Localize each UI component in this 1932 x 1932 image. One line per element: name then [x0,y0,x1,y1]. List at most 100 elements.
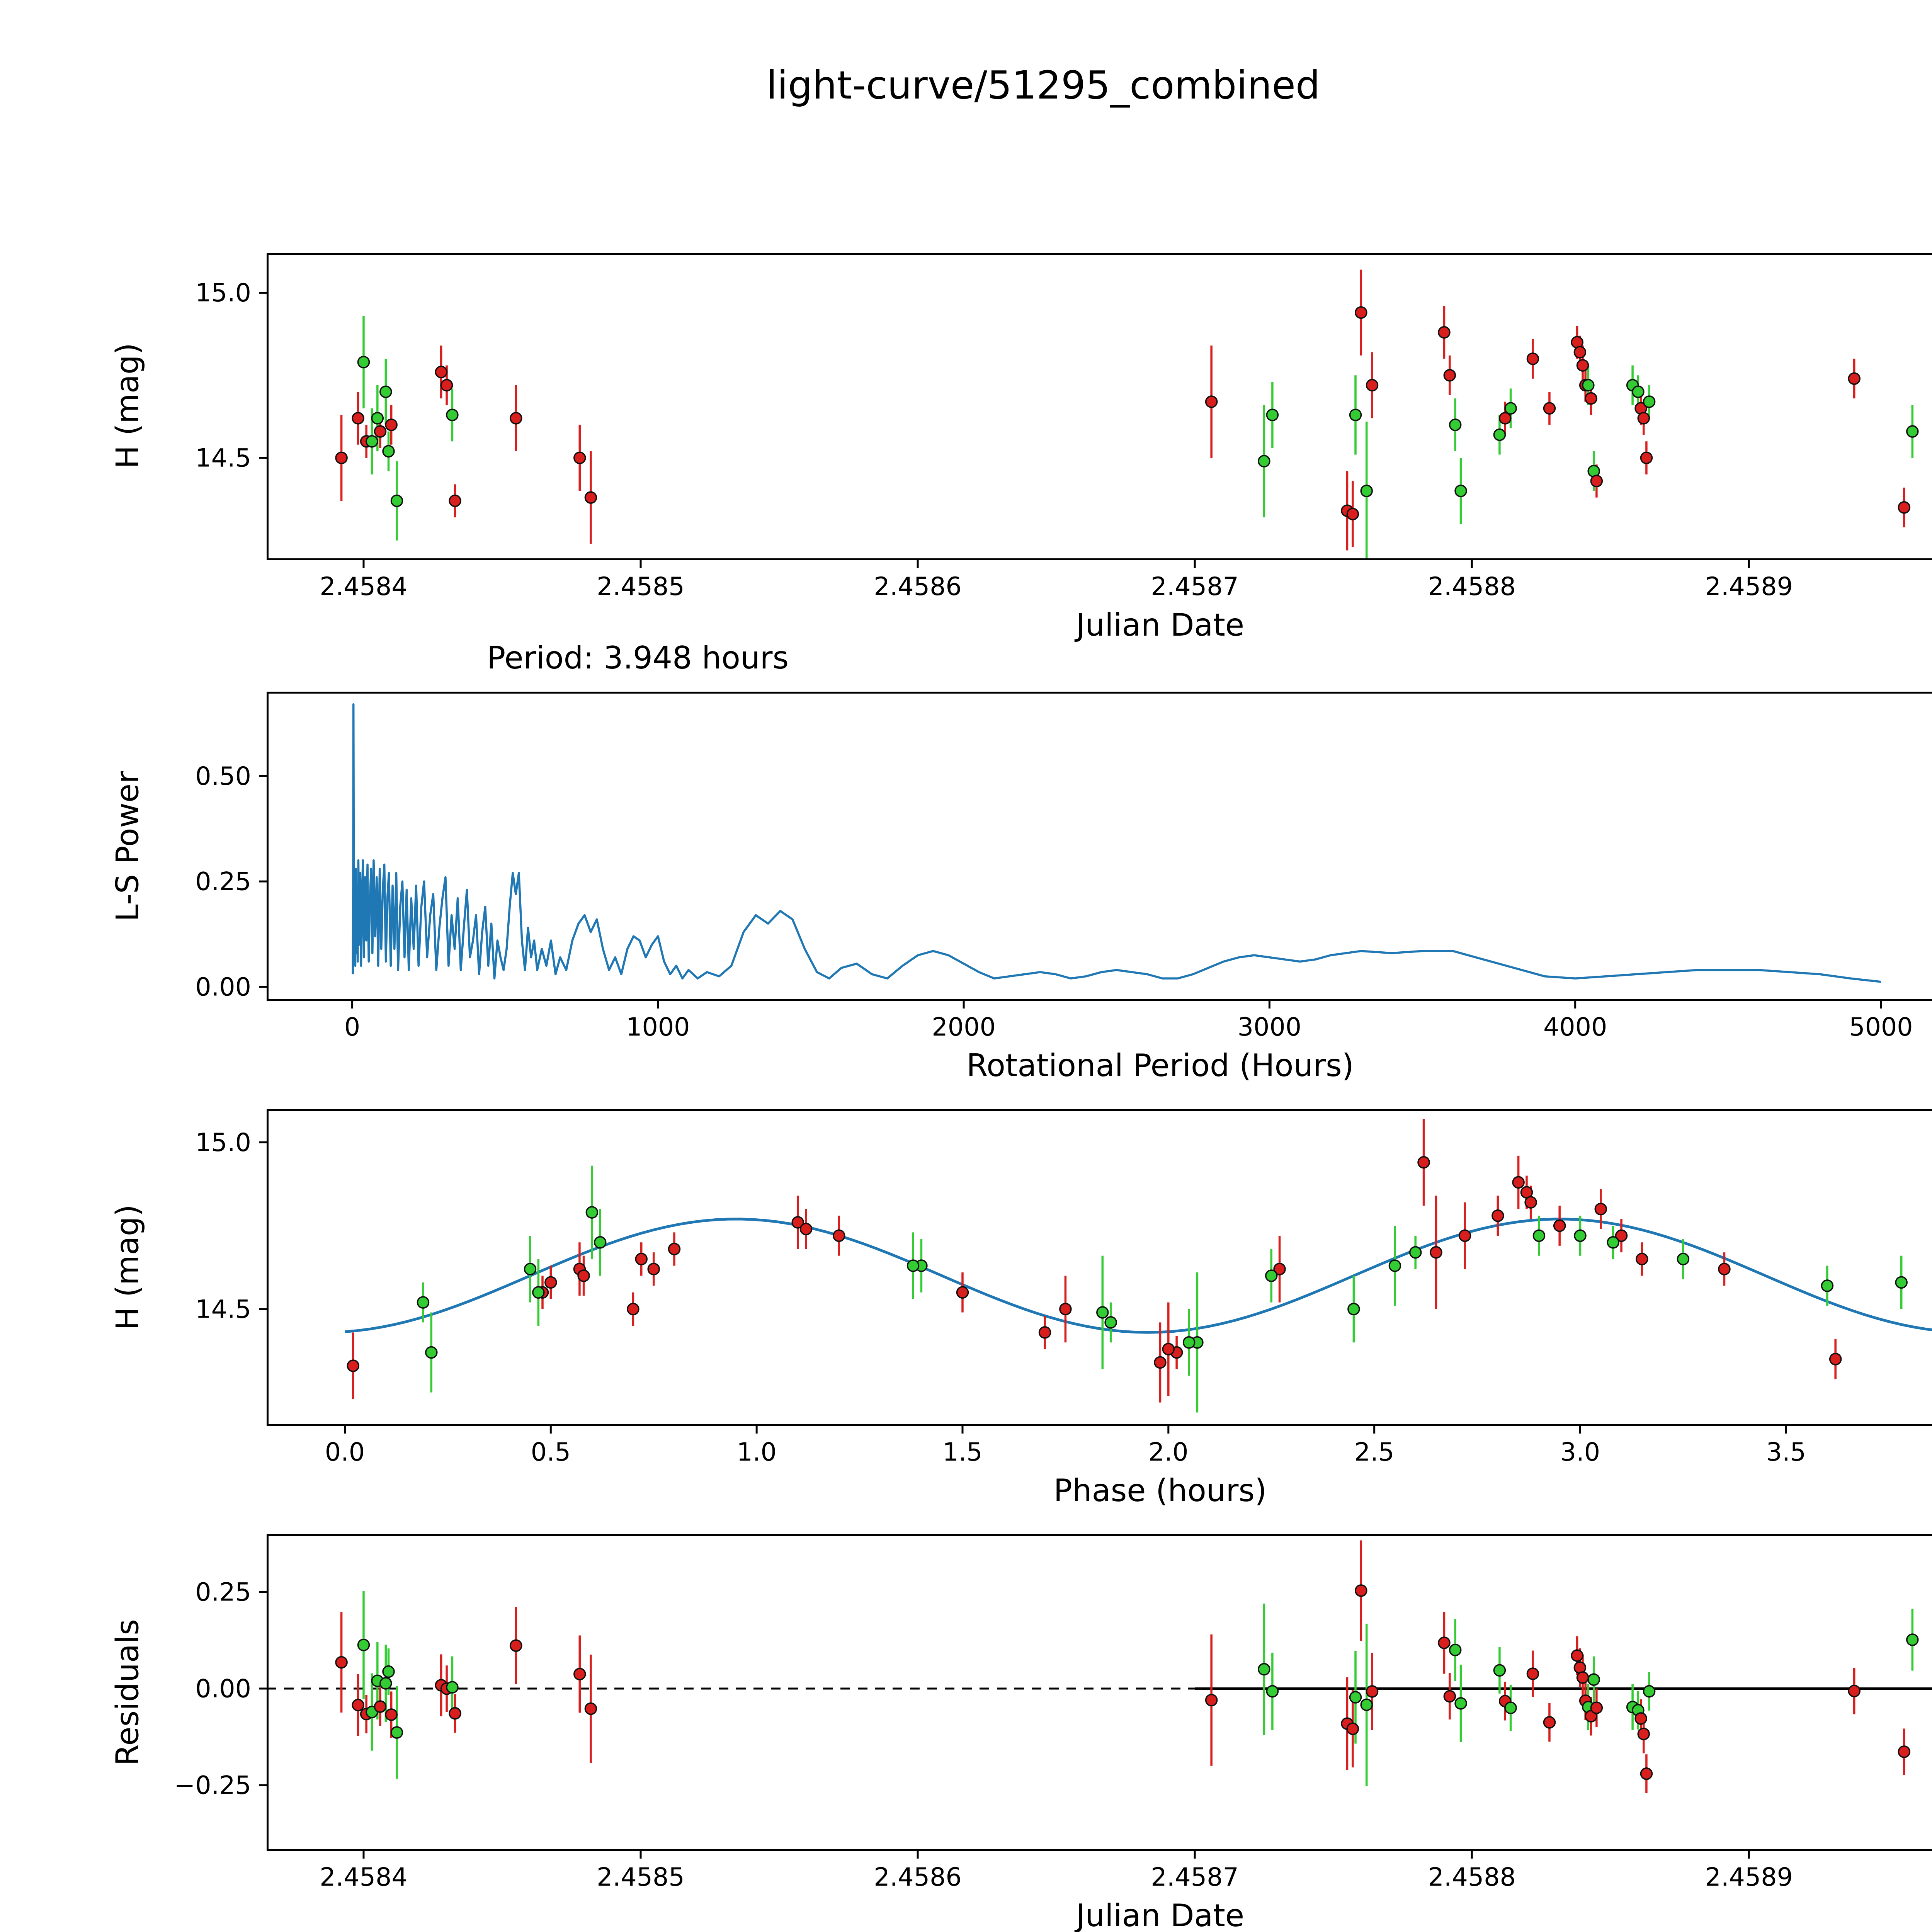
data-point [799,1223,813,1235]
data-point [374,1700,387,1713]
data-point [1454,1697,1467,1710]
phased-ylabel: H (mag) [109,1204,146,1330]
data-point [366,435,378,448]
data-point [425,1346,438,1359]
periodogram-xlabel: Rotational Period (Hours) [966,1047,1354,1084]
y-tick-label: 0.25 [195,1578,251,1607]
data-point [379,385,392,398]
data-point [417,1296,430,1309]
data-point [1438,1636,1451,1649]
phased-xlabel: Phase (hours) [1053,1472,1267,1509]
data-point [1360,485,1373,497]
data-point [1543,1716,1556,1729]
data-point [446,408,459,422]
data-point [573,1668,586,1680]
data-point [627,1303,639,1316]
data-point [385,418,398,431]
x-tick-label: 2.0 [1148,1438,1188,1467]
data-point [1585,392,1597,405]
figure-title: light-curve/51295_combined [766,62,1320,108]
axes-frame [267,692,1932,1001]
data-point [1154,1356,1167,1369]
data-point [1492,1209,1504,1222]
x-tick-label: 2.4589 [1705,1863,1793,1892]
data-point [1096,1306,1109,1319]
data-point [1848,1685,1861,1697]
data-point [390,494,403,507]
x-tick-label: 2.4586 [874,1863,961,1892]
data-point [1643,1685,1656,1698]
data-point [1576,1671,1589,1684]
data-point [1636,1253,1648,1265]
data-point [1829,1353,1842,1366]
data-point [1355,306,1367,319]
data-point [435,366,447,378]
x-tick-label: 2000 [932,1013,995,1042]
data-point [1576,359,1589,372]
data-point [585,1206,599,1219]
data-point [1574,1229,1587,1242]
data-point [1454,485,1467,497]
data-point [1594,1202,1607,1216]
x-tick-label: 2.4584 [320,1863,407,1892]
data-point [833,1229,845,1242]
x-tick-label: 2.4588 [1428,1863,1515,1892]
x-tick-label: 1000 [626,1013,690,1042]
data-point [1573,346,1587,359]
data-point [1637,1728,1650,1740]
x-tick-label: 0.5 [531,1438,571,1467]
data-point [1526,1667,1539,1680]
data-point [1590,474,1603,488]
data-point [1512,1176,1525,1189]
data-point [1582,379,1595,392]
data-point [1898,1745,1911,1758]
y-tick-label: 15.0 [195,279,251,308]
axes-frame [267,1109,1932,1426]
data-point [594,1236,607,1249]
y-tick-label: 0.00 [195,973,251,1002]
data-point [379,1677,392,1690]
x-tick-label: 1.5 [942,1438,982,1467]
x-tick-label: 2.4588 [1428,572,1515,601]
data-point [1607,1236,1619,1249]
data-point [371,412,384,425]
data-point [1409,1246,1422,1259]
data-point [791,1216,804,1229]
data-point [1906,1633,1919,1646]
data-point [1493,428,1506,441]
x-tick-label: 1.0 [736,1438,776,1467]
data-point [584,491,597,504]
data-point [1543,402,1556,415]
data-point [1162,1343,1175,1355]
x-tick-label: 3.0 [1560,1438,1600,1467]
data-point [440,379,453,392]
data-point [1266,1685,1279,1698]
data-point [1346,1722,1359,1735]
data-point [1524,1196,1537,1209]
data-point [1677,1253,1690,1265]
x-tick-label: 2.4584 [320,572,407,601]
data-point [1449,418,1462,431]
data-point [382,1665,395,1678]
data-point [524,1263,537,1276]
data-point [1640,451,1653,464]
lightcurve-plot: 2.45842.45852.45862.45872.45882.45892.45… [195,253,1932,601]
data-point [1417,1156,1430,1169]
data-point [1266,408,1279,422]
panel-periodogram: 0 1000 2000 3000 4000 5000 0.00 0.25 0.50 [195,692,1932,1042]
y-tick-label: 0.00 [195,1675,251,1704]
data-point [906,1259,920,1272]
data-point [1366,379,1379,392]
data-point [1443,369,1456,382]
lightcurve-ylabel: H (mag) [109,343,146,469]
data-point [1504,402,1517,415]
data-point [385,1708,398,1721]
data-point [584,1702,597,1715]
data-point [510,412,522,425]
y-tick-label: 14.5 [195,1295,251,1324]
residuals-xlabel: Julian Date [1076,1897,1245,1932]
x-tick-label: 2.4585 [597,572,684,601]
x-tick-label: 4000 [1543,1013,1607,1042]
data-point [1718,1263,1731,1276]
data-point [1504,1701,1517,1714]
